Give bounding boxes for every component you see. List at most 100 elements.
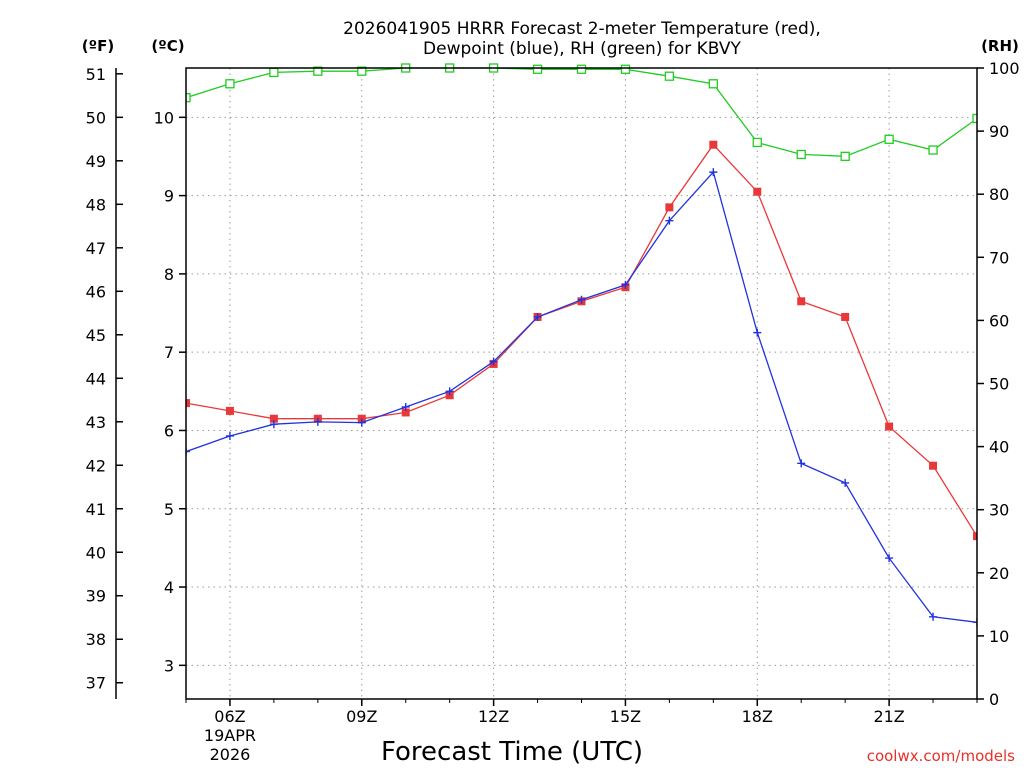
- fahrenheit-tick-label-50: 50: [86, 108, 106, 127]
- rh-tick-label-70: 70: [989, 248, 1009, 267]
- rh-point: [796, 149, 806, 160]
- rh-tick-label-30: 30: [989, 501, 1009, 520]
- rh-point: [708, 79, 718, 89]
- x-tick-label-18Z: 18Z: [742, 707, 773, 726]
- x-tick-label-06Z: 06Z: [214, 707, 245, 726]
- fahrenheit-tick-label-49: 49: [86, 152, 106, 171]
- x-tick-label-09Z: 09Z: [346, 707, 377, 726]
- temperature-point: [929, 461, 938, 470]
- dewpoint-point: [665, 216, 674, 225]
- chart-title-line2: Dewpoint (blue), RH (green) for KBVY: [423, 39, 741, 59]
- rh-point: [664, 71, 675, 81]
- temperature-point: [269, 414, 278, 423]
- fahrenheit-axis-unit: (ºF): [82, 37, 114, 55]
- rh-point: [576, 64, 587, 74]
- dewpoint-series: [186, 168, 977, 627]
- rh-point: [620, 64, 631, 74]
- fahrenheit-tick-label-38: 38: [86, 630, 106, 649]
- fahrenheit-tick-label-43: 43: [86, 413, 106, 432]
- fahrenheit-tick-label-44: 44: [86, 369, 106, 388]
- rh-tick-label-0: 0: [989, 690, 999, 709]
- rh-point: [313, 66, 323, 76]
- temperature-point: [186, 399, 190, 408]
- celsius-tick-label-4: 4: [164, 578, 174, 597]
- celsius-tick-label-10: 10: [154, 108, 174, 127]
- rh-axis-unit: (RH): [981, 37, 1019, 55]
- fahrenheit-tick-label-46: 46: [86, 282, 106, 301]
- x-tick-year-label: 2026: [210, 745, 251, 764]
- x-tick-label-21Z: 21Z: [873, 707, 904, 726]
- rh-point: [357, 66, 367, 76]
- temperature-point: [797, 297, 806, 306]
- fahrenheit-tick-label-51: 51: [86, 65, 106, 84]
- rh-tick-label-50: 50: [989, 375, 1009, 394]
- rh-point: [752, 137, 762, 148]
- chart-title-line1: 2026041905 HRRR Forecast 2-meter Tempera…: [343, 19, 821, 39]
- rh-point: [269, 67, 279, 78]
- dewpoint-point: [269, 420, 278, 429]
- celsius-tick-label-8: 8: [164, 265, 174, 284]
- temperature-point: [709, 140, 718, 149]
- rh-tick-label-40: 40: [989, 438, 1009, 457]
- rh-point: [928, 145, 938, 155]
- rh-tick-label-90: 90: [989, 122, 1009, 141]
- celsius-tick-label-3: 3: [164, 656, 174, 675]
- celsius-tick-label-7: 7: [164, 343, 174, 362]
- celsius-tick-label-6: 6: [164, 421, 174, 440]
- celsius-tick-label-9: 9: [164, 187, 174, 206]
- dewpoint-point: [533, 312, 542, 321]
- rh-tick-label-80: 80: [989, 185, 1009, 204]
- plot-frame: [185, 67, 978, 700]
- fahrenheit-tick-label-47: 47: [86, 239, 106, 258]
- fahrenheit-tick-label-40: 40: [86, 543, 106, 562]
- fahrenheit-tick-label-42: 42: [86, 456, 106, 475]
- temperature-point: [665, 203, 674, 212]
- celsius-axis-unit: (ºC): [151, 37, 184, 55]
- dewpoint-point: [357, 418, 366, 427]
- x-axis-title: Forecast Time (UTC): [381, 737, 643, 767]
- dewpoint-point: [313, 417, 322, 426]
- celsius-tick-label-5: 5: [164, 500, 174, 519]
- credit-text: coolwx.com/models: [867, 747, 1015, 765]
- dewpoint-point: [225, 431, 234, 440]
- rh-tick-label-20: 20: [989, 564, 1009, 583]
- dewpoint-point: [797, 459, 806, 468]
- dewpoint-point: [621, 280, 630, 289]
- rh-point: [840, 151, 850, 161]
- dewpoint-point: [186, 447, 190, 456]
- temperature-point: [225, 406, 234, 415]
- rh-point: [186, 93, 191, 103]
- rh-point: [972, 113, 977, 124]
- dewpoint-point: [929, 612, 938, 621]
- temperature-point: [753, 187, 762, 196]
- dewpoint-point: [489, 357, 498, 366]
- series-layer: [186, 63, 977, 627]
- dewpoint-point: [885, 554, 894, 563]
- temperature-point: [885, 422, 894, 431]
- dewpoint-point: [709, 168, 718, 177]
- grid-lines: [186, 68, 977, 699]
- fahrenheit-tick-label-45: 45: [86, 326, 106, 345]
- dewpoint-point: [577, 295, 586, 304]
- rh-point: [884, 134, 894, 144]
- x-tick-date-label: 19APR: [204, 726, 256, 745]
- rh-tick-label-10: 10: [989, 627, 1009, 646]
- dewpoint-point: [401, 402, 410, 411]
- rh-tick-label-100: 100: [989, 59, 1020, 78]
- fahrenheit-tick-label-37: 37: [86, 674, 106, 693]
- dewpoint-point: [753, 328, 762, 337]
- dewpoint-point: [973, 618, 977, 627]
- temperature-point: [841, 312, 850, 321]
- temperature-point: [401, 408, 410, 417]
- chart-axes: 3456789103738394041424344454647484950510…: [86, 59, 1020, 764]
- rh-point: [225, 79, 235, 89]
- rh-point: [532, 64, 543, 74]
- fahrenheit-tick-label-48: 48: [86, 195, 106, 214]
- rh-tick-label-60: 60: [989, 311, 1009, 330]
- fahrenheit-tick-label-41: 41: [86, 500, 106, 519]
- dewpoint-point: [445, 387, 454, 396]
- fahrenheit-tick-label-39: 39: [86, 587, 106, 606]
- temperature-point: [973, 532, 977, 541]
- dewpoint-point: [841, 478, 850, 487]
